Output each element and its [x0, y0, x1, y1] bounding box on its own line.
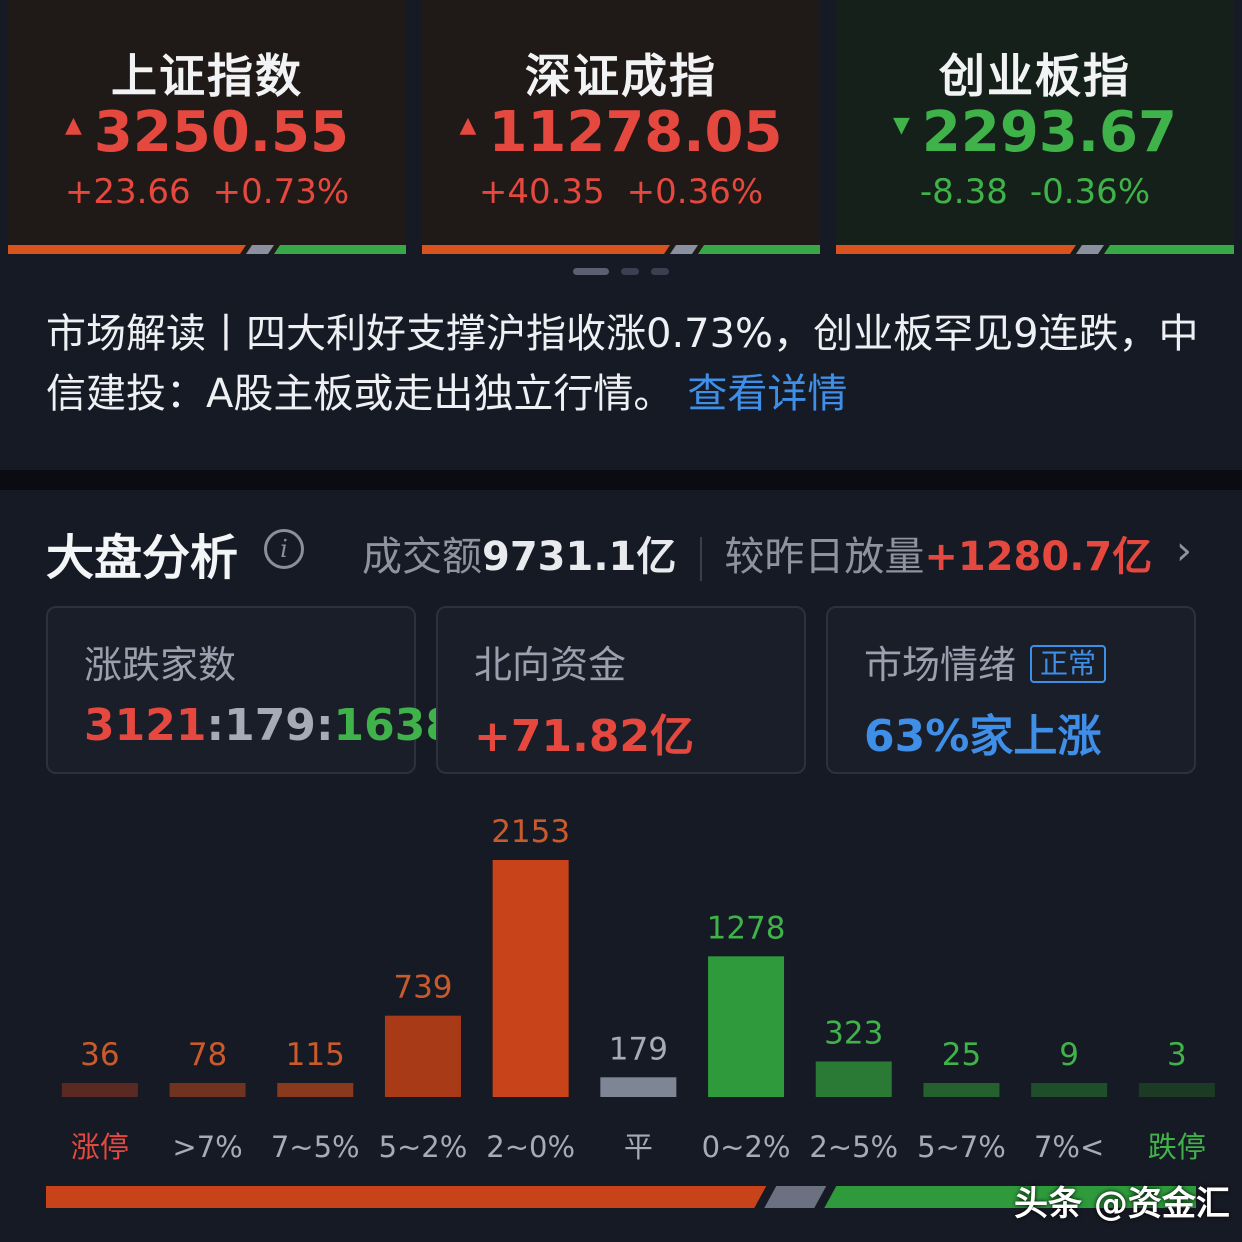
bar-7	[815, 1061, 892, 1097]
view-details-link[interactable]: 查看详情	[687, 371, 848, 417]
adv-dec-value: 3121:179:1638	[84, 700, 456, 751]
vs-yesterday-label: 较昨日放量	[724, 534, 925, 580]
index-change-abs: -8.38	[919, 172, 1008, 212]
bar-2	[277, 1083, 354, 1097]
index-value-row: ▲ 3250.55	[8, 100, 406, 165]
turnover-label: 成交额	[362, 534, 482, 580]
bar-value-label: 3	[1167, 1037, 1187, 1073]
index-card-cyb[interactable]: 创业板指 ▼ 2293.67 -8.38 -0.36%	[836, 0, 1234, 254]
mood-label-text: 市场情绪	[864, 643, 1017, 687]
bar-value-label: 1278	[707, 910, 786, 946]
section-divider	[0, 470, 1242, 490]
index-change-abs: +23.66	[64, 172, 191, 212]
bar-value-label: 323	[824, 1015, 883, 1051]
separator: :	[315, 700, 334, 751]
bar-value-label: 25	[942, 1037, 981, 1073]
ratio-bar	[836, 245, 1234, 254]
index-value: 3250.55	[93, 100, 349, 165]
up-arrow-icon: ▲	[459, 113, 477, 139]
unchanged: 179	[224, 700, 316, 751]
adv-dec-box[interactable]: 涨跌家数 3121:179:1638	[46, 606, 456, 774]
chevron-right-icon[interactable]: ›	[1176, 528, 1192, 574]
bar-value-label: 9	[1059, 1037, 1079, 1073]
market-mood-value: 63%家上涨	[864, 711, 1102, 762]
index-name: 上证指数	[111, 49, 303, 103]
bar-6	[708, 956, 785, 1097]
divider	[700, 537, 703, 581]
category-label: 0~2%	[702, 1130, 791, 1164]
bar-10	[1138, 1083, 1215, 1097]
category-label: 平	[624, 1130, 653, 1164]
news-text: 市场解读丨四大利好支撑沪指收涨0.73%，创业板罕见9连跌，中信建投：A股主板或…	[46, 311, 1199, 417]
bar-9	[1031, 1083, 1108, 1097]
bar-value-label: 179	[609, 1031, 668, 1067]
info-icon[interactable]: i	[264, 529, 304, 569]
bar-0	[61, 1083, 138, 1097]
distribution-chart: 36 涨停 78 >7% 115 7~5% 739 5~2% 2153 2~0% 179 平 1278 0…	[61, 814, 1215, 1164]
index-change-pct: +0.73%	[212, 172, 350, 212]
bar-8	[923, 1083, 1000, 1097]
ratio-up-segment	[46, 1186, 767, 1208]
index-card-sh[interactable]: 上证指数 ▲ 3250.55 +23.66 +0.73%	[8, 0, 406, 254]
index-change: +40.35 +0.36%	[422, 172, 820, 212]
north-flow-box[interactable]: 北向资金 +71.82亿	[436, 606, 806, 774]
category-label: 2~5%	[809, 1130, 898, 1164]
ratio-bar	[422, 245, 820, 254]
bar-3	[384, 1015, 461, 1097]
category-label: 2~0%	[486, 1130, 575, 1164]
bar-value-label: 36	[80, 1037, 119, 1073]
adv-dec-label: 涨跌家数	[84, 643, 237, 687]
bar-value-label: 78	[188, 1037, 227, 1073]
index-value-row: ▼ 2293.67	[836, 100, 1234, 165]
separator: :	[206, 700, 225, 751]
advancers: 3121	[84, 700, 207, 751]
down-arrow-icon: ▼	[893, 113, 910, 139]
category-label: 5~7%	[917, 1130, 1006, 1164]
category-label: 5~2%	[379, 1130, 468, 1164]
ratio-bar	[8, 245, 406, 254]
ratio-flat-segment	[764, 1186, 827, 1208]
index-value: 11278.05	[488, 100, 783, 165]
section-title: 大盘分析	[46, 530, 239, 586]
index-name: 深证成指	[525, 49, 717, 103]
bar-1	[169, 1083, 246, 1097]
index-name: 创业板指	[939, 49, 1131, 103]
bar-value-label: 115	[286, 1037, 345, 1073]
bar-value-label: 739	[393, 970, 452, 1006]
vs-yesterday-value: +1280.7亿	[924, 534, 1153, 580]
index-change: +23.66 +0.73%	[8, 172, 406, 212]
decliners: 1638	[333, 700, 457, 751]
page-dot-active[interactable]	[573, 268, 609, 275]
up-arrow-icon: ▲	[65, 113, 82, 139]
mood-badge: 正常	[1030, 644, 1107, 683]
north-flow-label: 北向资金	[474, 643, 627, 687]
north-flow-value: +71.82亿	[474, 711, 695, 762]
index-change: -8.38 -0.36%	[836, 172, 1234, 212]
turnover-value: 9731.1亿	[482, 534, 677, 580]
page-indicator[interactable]	[0, 268, 1242, 276]
index-value-row: ▲ 11278.05	[422, 100, 820, 165]
watermark: 头条 @资金汇	[1014, 1184, 1230, 1224]
category-label: 7%<	[1034, 1130, 1104, 1164]
adv-dec-ratio-bar	[46, 1186, 1196, 1208]
bar-5	[600, 1077, 677, 1097]
index-value: 2293.67	[921, 100, 1177, 165]
page-dot[interactable]	[621, 268, 639, 275]
category-label: 7~5%	[271, 1130, 360, 1164]
bar-4	[492, 860, 569, 1097]
bar-value-label: 2153	[491, 814, 570, 850]
category-label: 跌停	[1148, 1130, 1206, 1164]
turnover-summary[interactable]: 成交额9731.1亿 较昨日放量+1280.7亿	[362, 524, 1152, 582]
ratio-down-segment	[824, 1186, 1196, 1208]
market-mood-box[interactable]: 市场情绪 正常 63%家上涨	[826, 606, 1196, 774]
index-change-pct: +0.36%	[626, 172, 764, 212]
page-dot[interactable]	[651, 268, 669, 275]
index-change-abs: +40.35	[478, 172, 605, 212]
market-mood-label: 市场情绪 正常	[864, 634, 1107, 689]
index-change-pct: -0.36%	[1029, 172, 1151, 212]
index-card-sz[interactable]: 深证成指 ▲ 11278.05 +40.35 +0.36%	[422, 0, 820, 254]
market-news[interactable]: 市场解读丨四大利好支撑沪指收涨0.73%，创业板罕见9连跌，中信建投：A股主板或…	[46, 304, 1206, 424]
category-label: >7%	[172, 1130, 242, 1164]
category-label: 涨停	[71, 1130, 129, 1164]
